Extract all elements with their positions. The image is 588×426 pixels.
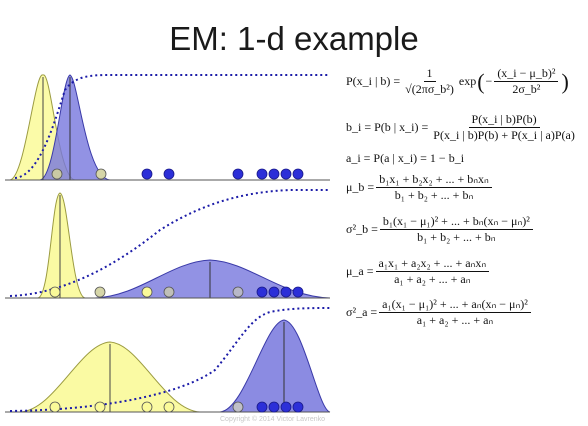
panel-iteration-1 <box>5 74 330 181</box>
eq-numerator: 1 <box>423 66 436 82</box>
data-point <box>292 401 304 413</box>
eq-fraction: a₁x₁ + a₂x₂ + ... + aₙxₙ a₁ + a₂ + ... +… <box>375 256 490 287</box>
gaussian-b-1 <box>39 74 111 181</box>
eq-text: a_i = P(a | x_i) = 1 − b_i <box>346 151 465 165</box>
eq-numerator: (x_i − μ_b)² <box>494 66 559 82</box>
data-point <box>268 286 280 298</box>
equation-posterior-b: b_i = P(b | x_i) = P(x_i | b)P(b) P(x_i … <box>346 112 580 143</box>
data-point <box>141 401 153 413</box>
equation-sigma-b: σ²_b = b₁(x₁ − μ₁)² + ... + bₙ(xₙ − μₙ)²… <box>346 214 535 245</box>
eq-denominator: a₁ + a₂ + ... + aₙ <box>394 272 471 286</box>
data-point <box>94 401 106 413</box>
data-point <box>292 168 304 180</box>
data-point <box>163 401 175 413</box>
eq-numerator: a₁(x₁ − μ₁)² + ... + aₙ(xₙ − μₙ)² <box>379 297 531 313</box>
eq-fraction: b₁x₁ + b₂x₂ + ... + bₙxₙ b₁ + b₂ + ... +… <box>376 172 492 203</box>
data-point <box>95 168 107 180</box>
equation-posterior-a: a_i = P(a | x_i) = 1 − b_i <box>346 151 464 166</box>
data-point <box>163 168 175 180</box>
eq-denominator: a₁ + a₂ + ... + aₙ <box>416 313 494 327</box>
data-point <box>163 286 175 298</box>
copyright-footer: Copyright © 2014 Victor Lavrenko <box>220 416 326 423</box>
data-point <box>268 168 280 180</box>
eq-numerator: b₁x₁ + b₂x₂ + ... + bₙxₙ <box>376 172 492 188</box>
eq-fraction: a₁(x₁ − μ₁)² + ... + aₙ(xₙ − μₙ)² a₁ + a… <box>379 297 531 328</box>
data-point <box>280 401 292 413</box>
eq-denominator: P(x_i | b)P(b) + P(x_i | a)P(a) <box>433 128 575 142</box>
eq-lhs: σ²_a = <box>346 305 378 319</box>
data-point <box>94 286 106 298</box>
equation-mu-b: μ_b = b₁x₁ + b₂x₂ + ... + bₙxₙ b₁ + b₂ +… <box>346 172 494 203</box>
equation-sigma-a: σ²_a = a₁(x₁ − μ₁)² + ... + aₙ(xₙ − μₙ)²… <box>346 297 533 328</box>
eq-lhs: μ_b = <box>346 180 375 194</box>
data-point <box>232 401 244 413</box>
panel-iteration-3 <box>5 307 331 413</box>
data-point <box>280 168 292 180</box>
data-point <box>292 286 304 298</box>
eq-numerator: P(x_i | b)P(b) <box>468 112 540 128</box>
eq-paren-left: ( <box>477 68 485 94</box>
data-point <box>256 401 268 413</box>
eq-exp-word: exp <box>458 74 477 88</box>
data-point <box>256 168 268 180</box>
data-point <box>141 286 153 298</box>
eq-fraction: P(x_i | b)P(b) P(x_i | b)P(b) + P(x_i | … <box>430 112 578 143</box>
eq-denominator: 2σ_b² <box>512 82 541 96</box>
panel-iteration-2 <box>5 189 331 299</box>
posterior-curve-1 <box>14 74 330 179</box>
equation-likelihood: P(x_i | b) = 1 √(2πσ_b²) exp ( − (x_i − … <box>346 66 570 97</box>
data-point <box>49 286 61 298</box>
eq-denominator: b₁ + b₂ + ... + bₙ <box>417 230 496 244</box>
data-point <box>232 168 244 180</box>
eq-lhs: b_i = P(b | x_i) = <box>346 120 429 134</box>
equation-mu-a: μ_a = a₁x₁ + a₂x₂ + ... + aₙxₙ a₁ + a₂ +… <box>346 256 491 287</box>
eq-fraction: b₁(x₁ − μ₁)² + ... + bₙ(xₙ − μₙ)² b₁ + b… <box>379 214 533 245</box>
eq-exp-fraction: (x_i − μ_b)² 2σ_b² <box>494 66 559 97</box>
gaussian-a-2 <box>37 192 86 299</box>
eq-numerator: b₁(x₁ − μ₁)² + ... + bₙ(xₙ − μₙ)² <box>379 214 533 230</box>
slide-title: EM: 1-d example <box>169 20 419 57</box>
data-point <box>232 286 244 298</box>
data-point <box>268 401 280 413</box>
eq-lhs: σ²_b = <box>346 222 378 236</box>
eq-lhs: P(x_i | b) = <box>346 74 401 88</box>
eq-numerator: a₁x₁ + a₂x₂ + ... + aₙxₙ <box>375 256 490 272</box>
eq-denominator: √(2πσ_b²) <box>405 82 454 96</box>
data-point <box>280 286 292 298</box>
data-point <box>256 286 268 298</box>
eq-paren-right: ) <box>561 68 569 94</box>
eq-denominator: b₁ + b₂ + ... + bₙ <box>394 188 474 202</box>
eq-exp-sign: − <box>485 74 493 88</box>
eq-lhs: μ_a = <box>346 264 374 278</box>
data-point <box>51 168 63 180</box>
posterior-curve-3 <box>9 307 331 412</box>
gaussian-b-3 <box>219 319 331 413</box>
eq-fraction: 1 √(2πσ_b²) <box>402 66 457 97</box>
data-point <box>141 168 153 180</box>
data-point <box>49 401 61 413</box>
